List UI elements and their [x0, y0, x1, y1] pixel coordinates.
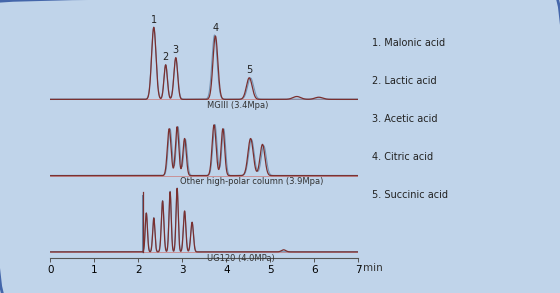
Text: 3: 3: [172, 45, 179, 55]
Text: 5. Succinic acid: 5. Succinic acid: [372, 190, 449, 200]
Text: 4: 4: [212, 23, 218, 33]
Text: MGIII (3.4Mpa): MGIII (3.4Mpa): [207, 101, 268, 110]
Text: 5: 5: [246, 65, 253, 75]
Text: 4. Citric acid: 4. Citric acid: [372, 152, 433, 162]
Text: 1: 1: [151, 15, 157, 25]
Text: 2: 2: [162, 52, 169, 62]
Text: Other high-polar column (3.9Mpa): Other high-polar column (3.9Mpa): [180, 177, 324, 186]
Text: 3. Acetic acid: 3. Acetic acid: [372, 114, 438, 124]
Text: UG120 (4.0MPa): UG120 (4.0MPa): [207, 254, 274, 263]
Text: 1. Malonic acid: 1. Malonic acid: [372, 38, 446, 48]
Text: min: min: [363, 263, 382, 273]
Text: 2. Lactic acid: 2. Lactic acid: [372, 76, 437, 86]
